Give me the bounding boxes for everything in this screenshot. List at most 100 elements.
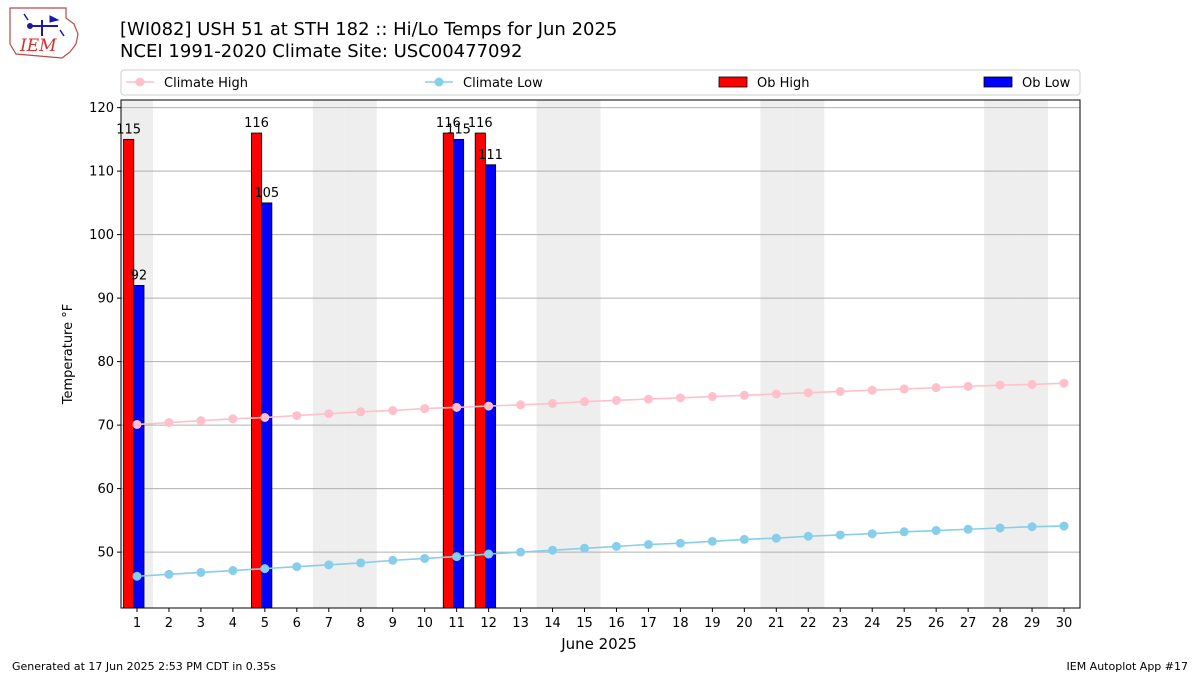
y-axis-ticks: 50 60 70 80 90 100 110 120 bbox=[89, 101, 121, 561]
climate-high-point-day-9 bbox=[388, 406, 398, 416]
x-tick-label-18: 18 bbox=[672, 616, 689, 631]
x-tick-label-1: 1 bbox=[133, 616, 141, 631]
chart-subtitle: NCEI 1991-2020 Climate Site: USC00477092 bbox=[120, 41, 522, 62]
climate-low-point-day-25 bbox=[899, 527, 909, 537]
climate-low-point-day-11 bbox=[452, 552, 462, 562]
x-tick-label-26: 26 bbox=[928, 616, 945, 631]
climate-high-point-day-16 bbox=[611, 395, 621, 405]
ob-low-label-day-5: 105 bbox=[254, 186, 279, 201]
legend-item-climate-high: Climate High bbox=[126, 76, 248, 91]
climate-low-point-day-2 bbox=[164, 569, 174, 579]
climate-low-line bbox=[136, 525, 1065, 578]
y-tick-label-90: 90 bbox=[97, 292, 114, 307]
climate-low-point-day-16 bbox=[611, 541, 621, 551]
ob-high-bar-day-5 bbox=[251, 132, 263, 609]
climate-low-point-day-28 bbox=[995, 523, 1005, 533]
ob-low-bar-day-11 bbox=[453, 138, 465, 609]
climate-high-point-day-30 bbox=[1059, 378, 1069, 388]
ob-high-bar-day-1 bbox=[123, 138, 135, 609]
x-tick-label-17: 17 bbox=[640, 616, 657, 631]
x-tick-label-7: 7 bbox=[325, 616, 333, 631]
legend-marker-climate-low bbox=[434, 77, 444, 87]
climate-low-point-day-7 bbox=[324, 560, 334, 570]
ob-high-label-day-11: 116 bbox=[436, 116, 461, 131]
x-tick-label-20: 20 bbox=[736, 616, 753, 631]
ob-high-bar-day-12 bbox=[474, 132, 486, 609]
ob-low-label-day-1: 92 bbox=[131, 268, 148, 283]
climate-high-point-day-13 bbox=[516, 400, 526, 410]
footer-generated-text: Generated at 17 Jun 2025 2:53 PM CDT in … bbox=[12, 660, 276, 673]
weekend-shading bbox=[121, 100, 1049, 608]
climate-low-point-day-21 bbox=[771, 533, 781, 543]
climate-high-point-day-21 bbox=[771, 389, 781, 399]
climate-high-point-day-17 bbox=[643, 394, 653, 404]
climate-low-point-day-8 bbox=[356, 558, 366, 568]
climate-low-point-day-27 bbox=[963, 524, 973, 534]
climate-high-point-day-7 bbox=[324, 409, 334, 419]
y-tick-label-110: 110 bbox=[89, 165, 114, 180]
x-tick-label-12: 12 bbox=[480, 616, 497, 631]
x-tick-label-4: 4 bbox=[229, 616, 237, 631]
climate-high-point-day-1 bbox=[132, 419, 142, 429]
climate-high-point-day-23 bbox=[835, 386, 845, 396]
climate-high-point-day-15 bbox=[580, 397, 590, 407]
ob-high-label-day-5: 116 bbox=[244, 116, 269, 131]
x-tick-label-27: 27 bbox=[960, 616, 977, 631]
legend-swatch-ob-high bbox=[718, 76, 748, 88]
climate-low-point-day-15 bbox=[580, 543, 590, 553]
weekend-band-29 bbox=[1016, 100, 1049, 608]
climate-low-point-day-18 bbox=[675, 538, 685, 548]
y-tick-label-60: 60 bbox=[97, 482, 114, 497]
ob-high-bar-day-11 bbox=[442, 132, 454, 609]
climate-high-point-day-20 bbox=[739, 390, 749, 400]
x-tick-label-22: 22 bbox=[800, 616, 817, 631]
climate-high-point-day-2 bbox=[164, 418, 174, 428]
x-tick-label-28: 28 bbox=[992, 616, 1009, 631]
legend-box bbox=[120, 69, 1081, 96]
climate-low-point-day-20 bbox=[739, 534, 749, 544]
x-tick-label-6: 6 bbox=[293, 616, 301, 631]
x-tick-label-8: 8 bbox=[357, 616, 365, 631]
climate-low-point-day-19 bbox=[707, 536, 717, 546]
y-tick-label-120: 120 bbox=[89, 101, 114, 116]
climate-high-point-day-19 bbox=[707, 392, 717, 402]
legend-item-ob-high: Ob High bbox=[718, 76, 810, 91]
ob-low-label-day-11: 115 bbox=[446, 122, 471, 137]
x-tick-label-23: 23 bbox=[832, 616, 849, 631]
climate-low-point-day-10 bbox=[420, 553, 430, 563]
x-tick-label-5: 5 bbox=[261, 616, 269, 631]
legend-item-ob-low: Ob Low bbox=[983, 76, 1071, 91]
x-tick-label-14: 14 bbox=[544, 616, 561, 631]
logo-text: IEM bbox=[19, 36, 57, 56]
y-tick-label-80: 80 bbox=[97, 355, 114, 370]
climate-low-point-day-13 bbox=[516, 547, 526, 557]
x-tick-label-25: 25 bbox=[896, 616, 913, 631]
climate-high-point-day-25 bbox=[899, 384, 909, 394]
climate-low-point-day-23 bbox=[835, 530, 845, 540]
climate-high-point-day-3 bbox=[196, 416, 206, 426]
climate-high-point-day-6 bbox=[292, 411, 302, 421]
legend: Climate High Climate Low Ob High Ob Low bbox=[120, 69, 1081, 96]
legend-swatch-ob-low bbox=[983, 76, 1013, 88]
iem-logo: IEM bbox=[9, 7, 79, 59]
plot-frame bbox=[120, 99, 1081, 609]
weekend-band-15 bbox=[568, 100, 601, 608]
climate-high-point-day-5 bbox=[260, 413, 270, 422]
legend-label-climate-high: Climate High bbox=[164, 76, 248, 91]
climate-low-point-day-4 bbox=[228, 566, 238, 576]
ob-low-bar-day-1 bbox=[133, 285, 145, 609]
weekend-band-28 bbox=[984, 100, 1017, 608]
ob-low-label-day-12: 111 bbox=[478, 148, 503, 163]
y-tick-label-70: 70 bbox=[97, 419, 114, 434]
ob-high-label-day-1: 115 bbox=[116, 122, 141, 137]
weekend-band-22 bbox=[792, 100, 825, 608]
weekend-band-21 bbox=[760, 100, 793, 608]
climate-high-point-day-8 bbox=[356, 407, 366, 417]
ob-high-label-day-12: 116 bbox=[468, 116, 493, 131]
weekend-band-8 bbox=[344, 100, 377, 608]
x-tick-label-10: 10 bbox=[416, 616, 433, 631]
x-tick-label-11: 11 bbox=[448, 616, 465, 631]
climate-high-point-day-12 bbox=[484, 401, 494, 411]
ob-low-bar-day-12 bbox=[485, 164, 497, 609]
